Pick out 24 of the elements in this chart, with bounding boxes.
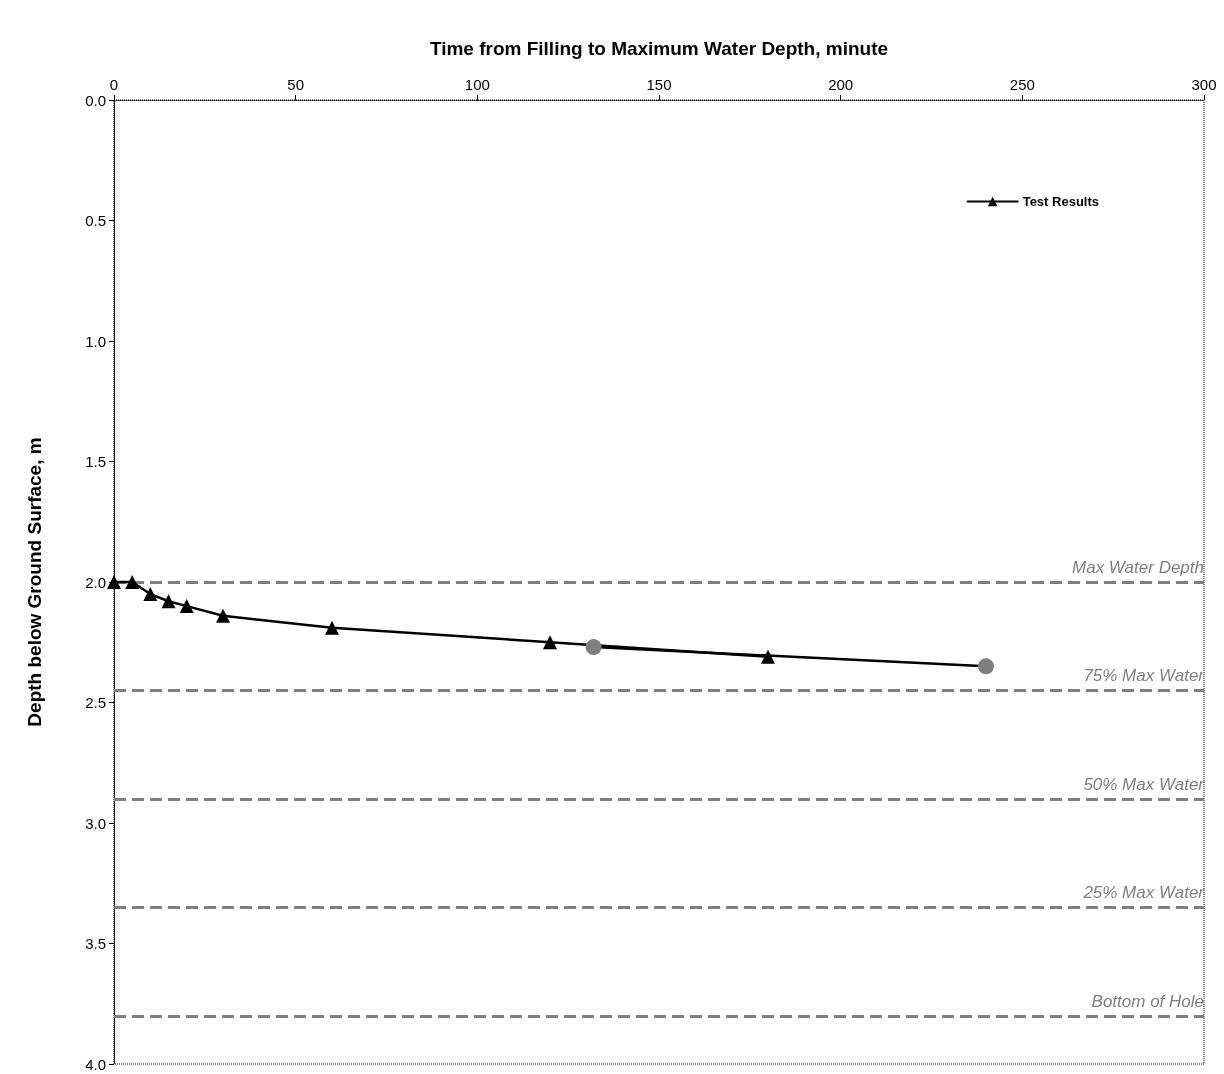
y-tick-label: 1.0 bbox=[85, 332, 106, 350]
x-tick-label: 300 bbox=[1191, 76, 1217, 93]
y-tick-label: 3.5 bbox=[85, 935, 106, 952]
y-tick-label: 2.5 bbox=[85, 694, 106, 711]
ref-line-label: 75% Max Water bbox=[1083, 666, 1206, 686]
x-axis-title: Time from Filling to Maximum Water Depth, minute bbox=[429, 38, 889, 59]
y-tick-label: 3.0 bbox=[85, 814, 106, 832]
x-tick-label: 100 bbox=[464, 76, 490, 93]
y-tick-label: 1.5 bbox=[85, 453, 106, 470]
y-tick-label: 4.0 bbox=[85, 1055, 106, 1073]
y-tick-label: 2.0 bbox=[85, 573, 106, 591]
ref-line-label: Max Water Depth bbox=[1072, 558, 1204, 577]
x-tick-label: 150 bbox=[646, 76, 672, 93]
y-tick-label: 0.0 bbox=[85, 91, 106, 109]
ref-line-label: 50% Max Water bbox=[1083, 774, 1206, 794]
y-axis-title: Depth below Ground Surface, m bbox=[24, 437, 45, 727]
x-tick-label: 250 bbox=[1009, 76, 1035, 93]
x-tick-label: 50 bbox=[287, 76, 305, 93]
legend-label: Test Results bbox=[1022, 194, 1100, 209]
ref-line-label: Bottom of Hole bbox=[1091, 991, 1204, 1011]
ref-line-label: 25% Max Water bbox=[1082, 883, 1206, 903]
x-tick-label: 0 bbox=[109, 76, 119, 93]
x-tick-label: 200 bbox=[828, 76, 854, 93]
y-tick-label: 0.5 bbox=[85, 212, 106, 229]
